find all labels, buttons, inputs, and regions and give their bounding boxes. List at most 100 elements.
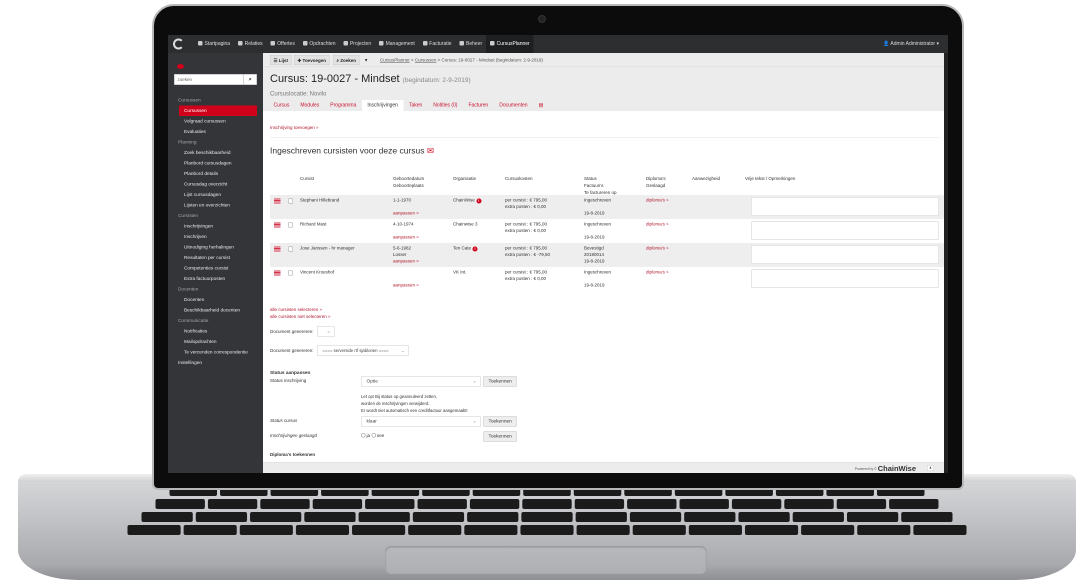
remarks-textarea[interactable] (751, 245, 939, 264)
diploma-link[interactable]: diploma's » (646, 269, 669, 275)
row-checkbox[interactable] (288, 198, 293, 204)
scroll-top-button[interactable]: ▲ (927, 465, 934, 471)
radio-ja[interactable] (361, 433, 366, 438)
doc-generate-select[interactable]: ⌄ (317, 326, 335, 337)
nav-offertes[interactable]: Offertes (267, 35, 299, 53)
user-menu[interactable]: 👤 Admin Administrator ▾ (883, 41, 939, 47)
col-cursist: Cursist (300, 176, 315, 181)
nav-startpagina[interactable]: Startpagina (194, 35, 234, 53)
edit-link[interactable]: aanpassen » (393, 210, 419, 216)
nav-beheer[interactable]: Beheer (456, 35, 487, 53)
sidebar-item-instellingen[interactable]: Instellingen (178, 360, 203, 366)
scrollbar[interactable] (944, 53, 948, 473)
tab-modules[interactable]: Modules (300, 102, 320, 109)
sidebar-item-inschrijvingen[interactable]: Inschrijvingen (184, 223, 214, 230)
edit-link[interactable]: aanpassen » (393, 258, 419, 264)
sidebar-item-zoek-beschikbaarheid[interactable]: Zoek beschikbaarheid (184, 150, 231, 156)
sidebar-section-cursussen: Cursussen (178, 97, 201, 104)
radio-nee[interactable] (371, 433, 376, 438)
cost-per-student: per cursist : € 795,00 (505, 245, 548, 251)
remarks-textarea[interactable] (751, 221, 939, 240)
row-menu-icon[interactable] (274, 222, 281, 228)
sidebar-item-docenten[interactable]: Docenten (184, 297, 205, 303)
add-enrollment-link[interactable]: Inschrijving toevoegen » (270, 125, 319, 130)
row-checkbox[interactable] (288, 222, 293, 228)
sidebar-item-inschrijven[interactable]: Inschrijven (184, 234, 207, 240)
nav-facturatie[interactable]: Facturatie (419, 35, 456, 53)
row-menu-icon[interactable] (274, 270, 281, 276)
sidebar-item-extra-factuurposten[interactable]: Extra factuurposten (184, 276, 226, 282)
sidebar-item-lijst-cursusdagen[interactable]: Lijst cursusdagen (184, 192, 221, 198)
tab-programma[interactable]: Programma (330, 102, 357, 109)
remarks-textarea[interactable] (751, 197, 939, 216)
sidebar-item-notificaties[interactable]: Notificaties (184, 328, 208, 335)
nav-management[interactable]: Management (375, 35, 419, 53)
row-menu-icon[interactable] (274, 246, 281, 252)
row-checkbox[interactable] (288, 270, 293, 276)
doc-template-select[interactable]: ==== serverside rtf sjablonen ==== ⌄ (317, 345, 409, 356)
row-menu-icon[interactable] (274, 198, 281, 204)
sidebar-item-uitnodiging-herhalingen[interactable]: Uitnodiging herhalingen (184, 244, 234, 251)
nav-cursusplanner[interactable]: CursusPlanner (486, 35, 534, 53)
sidebar-item-te-verzenden-correspondentie[interactable]: Te verzenden correspondentie (184, 349, 248, 356)
tab-cursus[interactable]: Cursus (273, 102, 290, 109)
sidebar-item-planbord-details[interactable]: Planbord details (184, 171, 219, 177)
sidebar-toggle-icon[interactable] (177, 64, 184, 69)
row-checkbox[interactable] (288, 246, 293, 252)
tab-facturen[interactable]: Facturen (468, 102, 489, 109)
tab-notities[interactable]: Notities (0) (433, 102, 458, 109)
sidebar-item-volgraad-cursussen[interactable]: Volgraad cursussen (184, 118, 226, 125)
divider (270, 137, 940, 138)
key (408, 525, 462, 535)
tab-taken[interactable]: Taken (408, 102, 423, 109)
deselect-all-link[interactable]: alle cursisten niet selecteren » (270, 314, 331, 319)
invoice-number: 20190014 (584, 252, 605, 257)
status-course-select[interactable]: klaar ⌄ (361, 416, 481, 427)
tab-documenten[interactable]: Documenten (499, 102, 528, 109)
tab-inschrijvingen[interactable]: Inschrijvingen (361, 100, 404, 111)
sidebar-item-cursusdag-overzicht[interactable]: Cursusdag overzicht (184, 181, 228, 188)
diploma-link[interactable]: diploma's » (646, 197, 669, 203)
status-course-label: Status cursus (270, 418, 298, 423)
col-organisatie: Organisatie (453, 176, 477, 181)
nav-relaties[interactable]: Relaties (234, 35, 267, 53)
search-button[interactable]: ⌕ Zoeken (333, 55, 360, 65)
search-icon[interactable]: ⌕ (243, 74, 257, 85)
assign-passed-button[interactable]: Toekennen (483, 431, 518, 442)
key (688, 525, 742, 535)
sidebar-item-evaluaties[interactable]: Evaluaties (184, 129, 206, 135)
key (901, 512, 953, 522)
organisation: Chainwise 3 (453, 221, 478, 227)
cursist-name: Stephani Hillebrand (300, 197, 340, 203)
sidebar-section-docenten: Docenten (178, 286, 199, 293)
assign-course-status-button[interactable]: Toekennen (483, 416, 518, 427)
add-button[interactable]: ✚ Toevoegen (294, 55, 330, 65)
breadcrumb-cursussen[interactable]: Cursussen (414, 57, 437, 63)
list-button[interactable]: ☰ Lijst (270, 55, 292, 65)
more-dropdown[interactable]: ▾ (365, 57, 368, 63)
diploma-link[interactable]: diploma's » (646, 245, 669, 251)
list-icon[interactable]: ▤ (538, 102, 544, 109)
edit-link[interactable]: aanpassen » (393, 234, 419, 240)
sidebar-item-beschikbaarheid-docenten[interactable]: Beschikbaarheid docenten (184, 307, 240, 314)
sidebar-item-competenties-cursist[interactable]: Competenties cursist (184, 265, 229, 272)
sidebar-item-cursussen[interactable]: Cursussen (179, 105, 257, 116)
status-enrollment-select[interactable]: Optie ⌄ (361, 376, 481, 387)
diploma-link[interactable]: diploma's » (646, 221, 669, 227)
sidebar-section-planning: Planning (178, 139, 197, 146)
mail-icon[interactable]: ✉ (426, 146, 434, 156)
sidebar-section-cursisten: Cursisten (178, 213, 199, 219)
breadcrumb-cursusplanner[interactable]: CursusPlanner (380, 57, 410, 63)
nav-projecten[interactable]: Projecten (339, 35, 375, 53)
sidebar-item-planbord-cursusdagen[interactable]: Planbord cursusdagen (184, 160, 232, 167)
chainwise-logo[interactable] (173, 38, 184, 50)
assign-enrollment-status-button[interactable]: Toekennen (483, 376, 518, 387)
sidebar-item-lijsten-en-overzichten[interactable]: Lijsten en overzichten (184, 202, 230, 209)
sidebar-search-input[interactable]: zoeken ⌕ (174, 74, 257, 85)
edit-link[interactable]: aanpassen » (393, 282, 419, 288)
sidebar-item-resultaten-per-cursist[interactable]: Resultaten per cursist (184, 255, 230, 261)
select-all-link[interactable]: alle cursisten selecteren » (270, 307, 323, 312)
sidebar-item-mailopdrachten[interactable]: Mailopdrachten (184, 339, 217, 345)
nav-opdrachten[interactable]: Opdrachten (299, 35, 340, 53)
remarks-textarea[interactable] (751, 269, 939, 288)
